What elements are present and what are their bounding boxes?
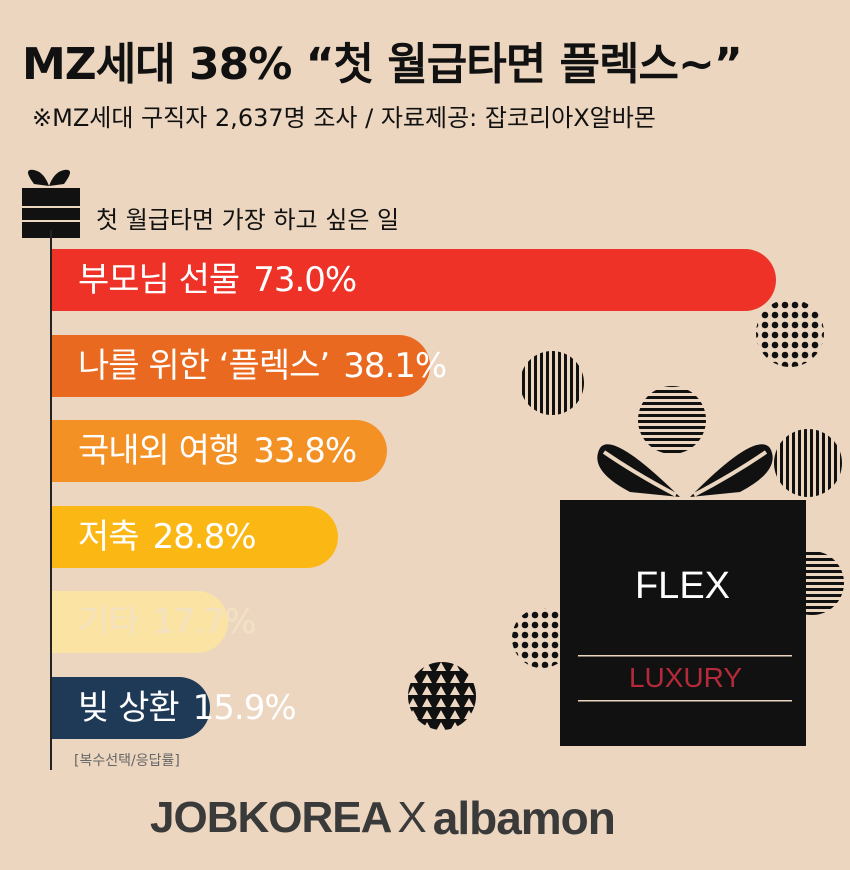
albamon-logo: albamon	[432, 792, 616, 844]
chart-title: 첫 월급타면 가장 하고 싶은 일	[96, 206, 400, 234]
value-label: 15.9%	[192, 688, 297, 728]
value-label: 33.8%	[253, 431, 357, 471]
bar	[52, 506, 338, 568]
striped-ball	[638, 386, 706, 454]
dotted-ball	[512, 608, 572, 668]
bar-label: 빚 상환 15.9%	[78, 677, 297, 739]
bar	[52, 249, 776, 311]
value-label: 17.7%	[152, 602, 257, 642]
category-label: 기타	[78, 602, 140, 642]
jobkorea-logo: JOBKOREA	[150, 793, 392, 842]
page-title: MZ세대 38% “첫 월급타면 플렉스~”	[22, 39, 743, 90]
striped-ball	[774, 429, 842, 497]
value-label: 73.0%	[253, 260, 357, 300]
triangle-pattern-ball	[408, 662, 476, 730]
dotted-ball	[756, 299, 824, 367]
gift-box-illustration	[560, 444, 806, 746]
bar-label: 부모님 선물 73.0%	[78, 249, 357, 311]
chart-axis	[50, 230, 52, 770]
bar	[52, 677, 210, 739]
gift-icon	[22, 169, 80, 238]
bar	[52, 591, 228, 653]
striped-ball	[520, 351, 584, 415]
logo-separator: X	[397, 793, 427, 842]
value-label: 28.8%	[152, 517, 257, 557]
bar	[52, 420, 387, 482]
bar-label: 저축 28.8%	[78, 506, 257, 568]
value-label: 38.1%	[343, 346, 447, 386]
page-subtitle: ※MZ세대 구직자 2,637명 조사 / 자료제공: 잡코리아X알바몬	[32, 104, 656, 132]
category-label: 부모님 선물	[78, 260, 240, 300]
gift-box-flex-label: FLEX	[634, 565, 731, 607]
bar-label: 기타 17.7%	[78, 591, 257, 653]
bar	[52, 335, 430, 397]
bar-label: 나를 위한 ‘플렉스’ 38.1%	[78, 335, 447, 397]
category-label: 저축	[78, 517, 140, 557]
category-label: 국내외 여행	[78, 431, 240, 471]
bar-label: 국내외 여행 33.8%	[78, 420, 357, 482]
response-note: [복수선택/응답률]	[74, 753, 180, 769]
gift-box-luxury-label: LUXURY	[628, 662, 743, 693]
category-label: 나를 위한 ‘플렉스’	[78, 346, 330, 386]
category-label: 빚 상환	[78, 688, 180, 728]
footer-logos: JOBKOREA X albamon	[150, 788, 616, 848]
